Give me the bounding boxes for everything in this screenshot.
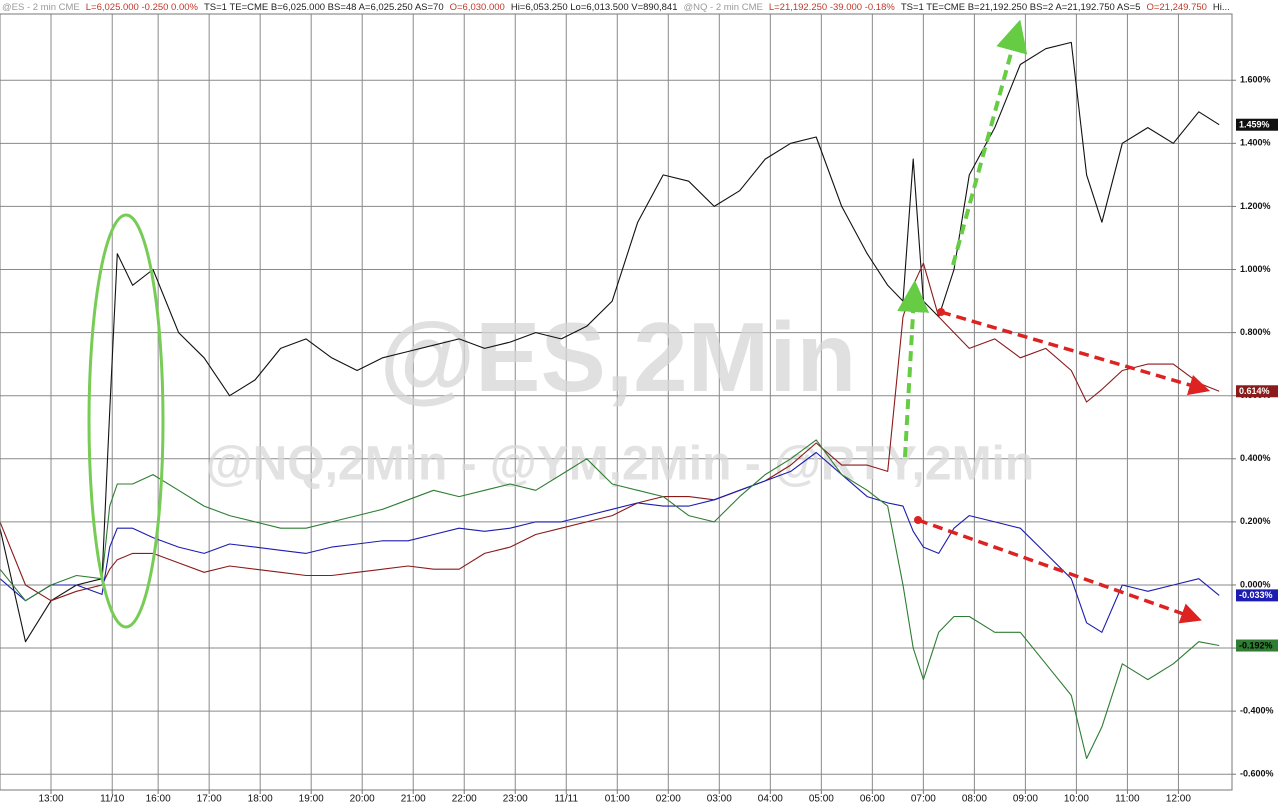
last-value-tag [1236,589,1278,602]
last-value-label: -0.033% [1239,590,1273,600]
x-tick-label: 04:00 [758,794,783,805]
x-tick-label: 08:00 [962,794,987,805]
y-tick-label: 1.200% [1240,201,1271,211]
series-line [0,439,1220,760]
last-value-tag [1236,118,1278,131]
x-tick-label: 17:00 [197,794,222,805]
x-tick-label: 23:00 [503,794,528,805]
x-tick-label: 05:00 [809,794,834,805]
arrow-up-green [951,19,1028,266]
x-tick-label: 20:00 [350,794,375,805]
x-tick-label: 01:00 [605,794,630,805]
series-line [0,451,1220,633]
y-tick-label: 0.800% [1240,327,1271,337]
y-tick-label: 0.400% [1240,453,1271,463]
x-tick-label: 06:00 [860,794,885,805]
arrow-down-red [940,310,1211,396]
x-tick-label: 22:00 [452,794,477,805]
last-value-label: 0.614% [1239,386,1270,396]
header-segment: O=21,249.750 [1146,2,1206,13]
header-segment: L=21,192.250 -39.000 -0.18% [769,2,896,13]
annotations [87,19,1211,629]
grid [0,14,1232,790]
x-tick-label: 19:00 [299,794,324,805]
last-value-label: -0.192% [1239,640,1273,650]
arrow-up-green [897,280,930,458]
y-tick-label: 1.600% [1240,75,1271,85]
y-tick-label: -0.400% [1240,706,1274,716]
x-tick-label: 18:00 [248,794,273,805]
x-tick-label: 11/10 [100,794,125,805]
header-segment: TS=1 TE=CME B=6,025.000 BS=48 A=6,025.25… [204,2,444,13]
x-tick-label: 13:00 [38,794,63,805]
watermark-sub: @NQ,2Min - @YM,2Min - @RTY,2Min [206,438,1034,491]
header-segment: @ES - 2 min CME [2,2,80,13]
x-tick-label: 16:00 [146,794,171,805]
last-value-label: 1.459% [1239,120,1270,130]
x-tick-label: 03:00 [707,794,732,805]
y-tick-label: 1.400% [1240,138,1271,148]
y-tick-label: 1.000% [1240,264,1271,274]
arrow-down-red [917,518,1202,624]
x-tick-label: 07:00 [911,794,936,805]
last-value-tag [1236,639,1278,652]
x-tick-label: 10:00 [1064,794,1089,805]
plot-frame [0,13,1233,791]
y-tick-label: 0.000% [1240,579,1271,589]
series-line [0,41,1220,643]
watermarks: @ES,2Min @NQ,2Min - @YM,2Min - @RTY,2Min [206,302,1034,491]
y-tick-label: -0.600% [1240,769,1274,779]
x-tick-label: 11:00 [1115,794,1140,805]
x-tick-label: 09:00 [1013,794,1038,805]
header-segment: @NQ - 2 min CME [684,2,763,13]
last-value-tag [1236,385,1278,398]
x-tick-label: 12:00 [1166,794,1191,805]
header: @ES - 2 min CME L=6,025.000 -0.250 0.00% T… [2,2,1230,13]
header-segment: L=6,025.000 -0.250 0.00% [86,2,199,13]
x-tick-label: 21:00 [401,794,426,805]
header-segment: Hi=6,053.250 Lo=6,013.500 V=890,841 [511,2,678,13]
y-tick-label: 0.200% [1240,516,1271,526]
x-tick-label: 11/11 [554,794,578,805]
highlight-ellipse [87,213,165,629]
x-tick-label: 02:00 [656,794,681,805]
header-segment: O=6,030.000 [450,2,505,13]
header-segment: Hi... [1213,2,1230,13]
watermark-main: @ES,2Min [380,302,857,412]
header-segment: TS=1 TE=CME B=21,192.250 BS=2 A=21,192.7… [901,2,1141,13]
lines [0,41,1220,760]
axes: 1.600%1.400%1.200%1.000%0.800%0.600%0.40… [0,13,1278,805]
